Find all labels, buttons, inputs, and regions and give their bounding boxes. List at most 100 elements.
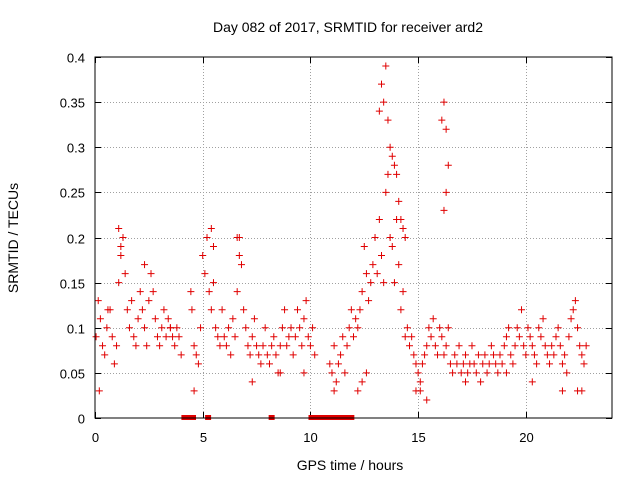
data-point bbox=[556, 342, 564, 350]
data-point bbox=[431, 342, 439, 350]
data-point bbox=[371, 234, 379, 241]
data-point bbox=[406, 342, 414, 350]
data-point bbox=[362, 369, 370, 377]
data-point bbox=[384, 116, 392, 124]
data-point bbox=[253, 342, 261, 350]
data-point bbox=[291, 333, 299, 341]
data-point bbox=[438, 333, 446, 341]
data-point bbox=[412, 360, 420, 368]
data-point bbox=[416, 378, 424, 386]
data-point bbox=[263, 351, 271, 359]
data-point bbox=[332, 378, 340, 386]
data-point bbox=[380, 98, 388, 106]
data-point bbox=[141, 324, 149, 332]
data-point bbox=[136, 288, 144, 296]
data-point bbox=[408, 333, 416, 341]
data-point bbox=[125, 324, 133, 332]
data-point bbox=[414, 369, 422, 377]
data-point bbox=[537, 333, 545, 341]
data-point bbox=[440, 351, 448, 359]
data-point bbox=[246, 351, 254, 359]
data-point bbox=[550, 351, 558, 359]
data-point bbox=[520, 342, 528, 350]
data-point bbox=[576, 342, 584, 350]
data-point bbox=[158, 324, 166, 332]
data-point bbox=[558, 387, 566, 395]
data-point bbox=[151, 315, 159, 323]
data-point bbox=[350, 333, 357, 341]
data-point bbox=[509, 360, 517, 368]
data-point bbox=[240, 306, 248, 314]
data-point bbox=[421, 351, 429, 359]
data-point bbox=[530, 351, 538, 359]
data-point bbox=[384, 170, 392, 178]
data-point bbox=[561, 351, 569, 359]
data-point bbox=[177, 351, 185, 359]
data-point bbox=[261, 324, 269, 332]
data-point bbox=[285, 333, 293, 341]
data-point bbox=[205, 288, 213, 296]
data-point bbox=[233, 288, 241, 296]
data-point bbox=[147, 270, 155, 278]
data-point bbox=[248, 333, 256, 341]
data-point bbox=[397, 215, 405, 223]
data-point bbox=[225, 324, 233, 332]
data-point bbox=[474, 351, 482, 359]
data-point bbox=[470, 360, 478, 368]
data-point bbox=[375, 215, 383, 223]
data-point bbox=[173, 324, 181, 332]
grid-lines bbox=[95, 57, 612, 418]
data-point bbox=[121, 270, 129, 278]
data-point bbox=[248, 378, 256, 386]
data-point bbox=[442, 342, 450, 350]
data-point bbox=[197, 324, 205, 332]
data-point bbox=[468, 342, 476, 350]
y-tick-label: 0.15 bbox=[60, 277, 85, 292]
data-point bbox=[552, 333, 560, 341]
data-point bbox=[119, 234, 127, 241]
data-point bbox=[113, 342, 121, 350]
data-point bbox=[490, 351, 498, 359]
data-point bbox=[209, 279, 217, 287]
data-point bbox=[393, 170, 401, 178]
data-point bbox=[300, 315, 308, 323]
data-point bbox=[123, 306, 131, 314]
data-point bbox=[354, 324, 362, 332]
data-point bbox=[92, 333, 100, 341]
y-tick-label: 0.2 bbox=[67, 232, 85, 247]
data-point bbox=[283, 342, 291, 350]
data-point bbox=[369, 261, 377, 269]
data-point bbox=[382, 62, 390, 70]
data-points bbox=[92, 62, 590, 404]
data-point bbox=[164, 315, 172, 323]
data-point bbox=[229, 315, 237, 323]
data-point bbox=[365, 297, 373, 305]
data-point bbox=[464, 369, 472, 377]
data-point bbox=[440, 98, 448, 106]
data-point bbox=[418, 360, 426, 368]
data-point bbox=[388, 243, 396, 251]
data-point bbox=[330, 387, 338, 395]
data-point bbox=[343, 342, 351, 350]
data-point bbox=[578, 351, 586, 359]
y-tick-label: 0.35 bbox=[60, 96, 85, 111]
data-point bbox=[397, 306, 405, 314]
data-point bbox=[110, 360, 118, 368]
data-point bbox=[132, 342, 140, 350]
data-point bbox=[574, 324, 582, 332]
y-tick-label: 0.3 bbox=[67, 141, 85, 156]
data-point bbox=[201, 270, 209, 278]
chart-title: Day 082 of 2017, SRMTID for receiver ard… bbox=[213, 19, 483, 35]
data-point bbox=[378, 252, 386, 260]
data-point bbox=[481, 351, 489, 359]
data-point bbox=[401, 234, 409, 241]
data-point bbox=[326, 360, 334, 368]
data-point bbox=[425, 324, 433, 332]
data-point bbox=[423, 342, 431, 350]
y-tick-labels: 0 0.05 0.1 0.15 0.2 0.25 0.3 0.35 0.4 bbox=[60, 51, 85, 427]
data-point bbox=[485, 360, 493, 368]
data-point bbox=[356, 306, 364, 314]
data-point bbox=[457, 369, 465, 377]
data-point bbox=[250, 315, 258, 323]
data-point bbox=[380, 279, 388, 287]
